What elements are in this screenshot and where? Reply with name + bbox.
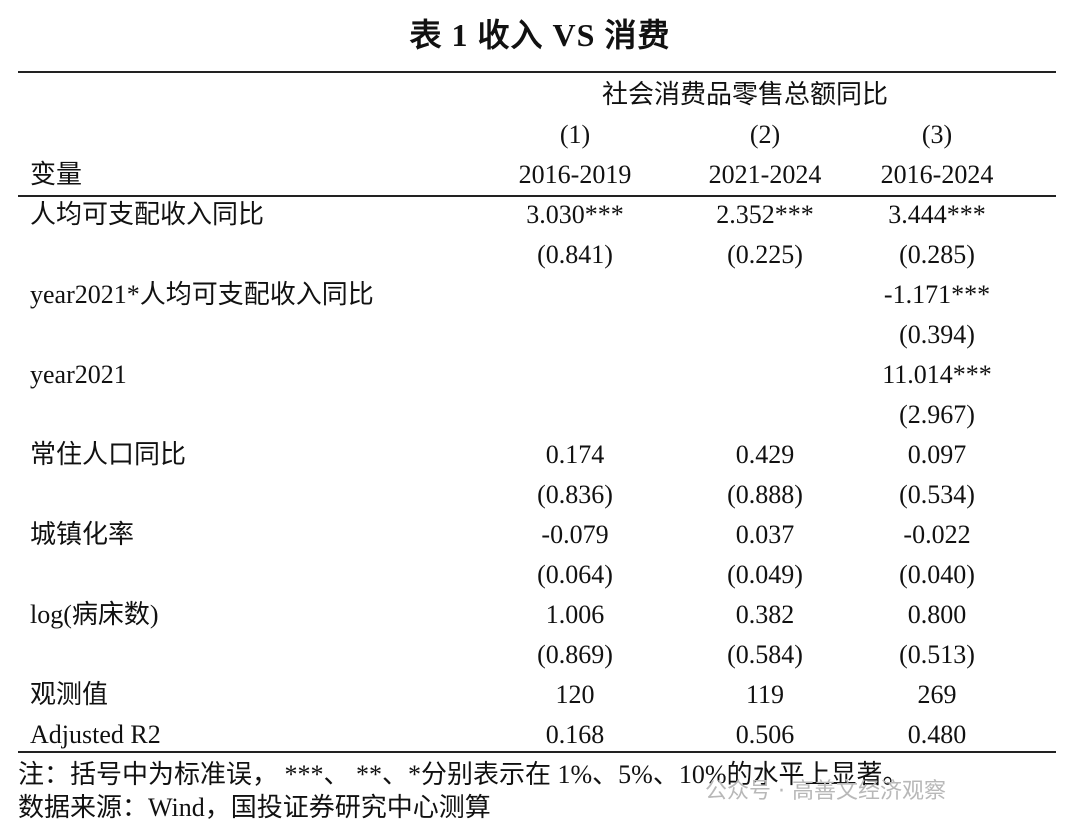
cell: 1.006 <box>545 600 605 629</box>
cell: 0.382 <box>735 600 795 629</box>
table-title: 表 1 收入 VS 消费 <box>409 17 671 53</box>
row-label: 观测值 <box>30 680 109 709</box>
cell: -0.079 <box>541 520 609 549</box>
group-header: 社会消费品零售总额同比 <box>601 80 889 109</box>
row-label: year2021 <box>30 360 127 389</box>
top-rule <box>18 71 1056 73</box>
cell: (0.225) <box>727 240 803 269</box>
column-number: (3) <box>921 120 953 149</box>
cell: (0.841) <box>537 240 613 269</box>
cell: 0.800 <box>907 600 967 629</box>
header-rule <box>18 195 1056 197</box>
cell: 0.174 <box>545 440 605 469</box>
row-label: Adjusted R2 <box>30 720 161 749</box>
cell: -0.022 <box>903 520 971 549</box>
cell: 269 <box>917 680 957 709</box>
cell: (0.040) <box>899 560 975 589</box>
column-period: 2016-2024 <box>880 160 994 189</box>
cell: (0.064) <box>537 560 613 589</box>
row-label: log(病床数) <box>30 600 159 629</box>
cell: 0.037 <box>735 520 795 549</box>
cell: -1.171*** <box>883 280 991 309</box>
column-period: 2016-2019 <box>518 160 632 189</box>
cell: (2.967) <box>899 400 975 429</box>
cell: (0.836) <box>537 480 613 509</box>
note: 注：括号中为标准误， ***、 **、*分别表示在 1%、5%、10%的水平上显… <box>18 760 909 789</box>
row-label: year2021*人均可支配收入同比 <box>30 280 374 309</box>
cell: 0.480 <box>907 720 967 749</box>
cell: 0.506 <box>735 720 795 749</box>
cell: (0.869) <box>537 640 613 669</box>
cell: 3.444*** <box>888 200 986 229</box>
cell: (0.513) <box>899 640 975 669</box>
cell: 3.030*** <box>526 200 624 229</box>
cell: (0.584) <box>727 640 803 669</box>
cell: (0.888) <box>727 480 803 509</box>
row-label: 常住人口同比 <box>30 440 187 469</box>
row-label: 人均可支配收入同比 <box>30 200 265 229</box>
source-note: 数据来源：Wind，国投证券研究中心测算 <box>18 793 491 822</box>
cell: (0.049) <box>727 560 803 589</box>
variable-header: 变量 <box>30 160 83 189</box>
watermark: 公众号 · 高善文经济观察 <box>705 779 946 804</box>
cell: 0.097 <box>907 440 967 469</box>
cell: 0.168 <box>545 720 605 749</box>
cell: (0.285) <box>899 240 975 269</box>
cell: 119 <box>745 680 785 709</box>
cell: 11.014*** <box>882 360 992 389</box>
row-label: 城镇化率 <box>30 520 135 549</box>
cell: (0.534) <box>899 480 975 509</box>
cell: 120 <box>555 680 595 709</box>
cell: (0.394) <box>899 320 975 349</box>
column-number: (1) <box>559 120 591 149</box>
bottom-rule <box>18 751 1056 753</box>
column-period: 2021-2024 <box>708 160 822 189</box>
cell: 2.352*** <box>716 200 814 229</box>
column-number: (2) <box>749 120 781 149</box>
cell: 0.429 <box>735 440 795 469</box>
